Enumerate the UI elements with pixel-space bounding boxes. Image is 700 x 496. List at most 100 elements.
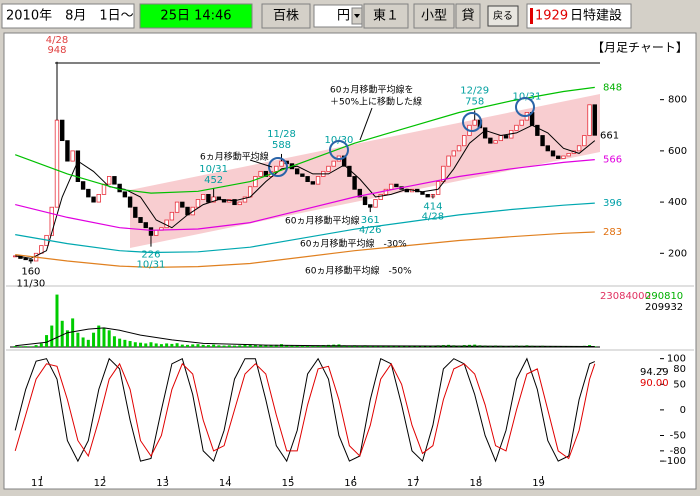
y-tick-label: -100 — [663, 456, 686, 467]
volume-bar — [180, 344, 184, 347]
candle — [138, 217, 143, 223]
end-value-label: 566 — [603, 155, 622, 166]
y-tick-label: 50 — [673, 379, 686, 390]
candle — [274, 165, 279, 172]
candle — [54, 119, 60, 208]
y-tick-label: 100 — [667, 354, 686, 365]
point-date: 12/29 — [460, 85, 489, 96]
candle — [49, 206, 54, 236]
point-value: 414 — [423, 202, 442, 213]
point-value: 452 — [204, 175, 223, 186]
x-tick-label: 17 — [407, 478, 420, 489]
unit-box — [261, 3, 311, 29]
x-tick-label: 14 — [219, 478, 232, 489]
lending: 貸 — [461, 8, 474, 24]
candle — [23, 258, 28, 261]
date-to-box[interactable] — [139, 3, 253, 29]
volume-bar — [60, 320, 64, 347]
candle — [315, 176, 321, 185]
candle — [540, 135, 545, 147]
volume-bar — [191, 344, 195, 347]
x-tick-label: 19 — [532, 478, 545, 489]
candle — [91, 196, 96, 203]
series-line — [15, 231, 595, 269]
series-label: ＋50%上に移動した線 — [330, 96, 422, 108]
series-label: 60ヵ月移動平均線 -30% — [300, 238, 407, 250]
candle — [488, 137, 493, 144]
volume-bar — [34, 345, 38, 347]
end-value-label: 396 — [603, 198, 622, 209]
candle — [200, 194, 206, 200]
candle — [592, 104, 597, 136]
volume-bar — [50, 325, 54, 347]
series-line — [15, 202, 595, 254]
oscillator-label: 94.29 — [640, 367, 669, 378]
volume-bar — [259, 344, 263, 347]
point-value: 361 — [361, 215, 380, 226]
candle — [352, 176, 357, 190]
y-tick-label: 400 — [668, 197, 687, 208]
candle — [566, 153, 571, 157]
volume-bar — [76, 332, 80, 347]
candle — [253, 176, 258, 188]
volume-bar — [300, 345, 304, 347]
series-label: 60ヵ月移動平均線 — [285, 215, 359, 227]
oscillator-label: 90.00 — [640, 378, 669, 389]
volume-bar — [123, 339, 127, 347]
point-date: 4/28 — [46, 35, 68, 46]
volume-bar — [18, 346, 22, 347]
date-to: 25日 14:46 — [160, 9, 231, 24]
candle — [472, 119, 477, 126]
candle — [362, 196, 368, 206]
candle — [65, 140, 70, 162]
point-value: 226 — [141, 250, 160, 261]
volume-bar — [175, 343, 179, 347]
date-from: 2010年 8月 1日～ — [6, 9, 134, 24]
y-tick-label: 200 — [668, 248, 687, 259]
volume-bar — [128, 341, 132, 347]
volume-bar — [394, 346, 398, 347]
volume-bar — [112, 336, 116, 347]
candle — [305, 176, 310, 183]
candle — [242, 196, 248, 203]
volume-bar — [243, 344, 247, 347]
candle — [174, 201, 180, 213]
candle — [482, 127, 488, 139]
volume-bar — [248, 344, 252, 347]
point-date: 11/30 — [16, 279, 45, 290]
candle — [164, 219, 169, 229]
candle — [498, 135, 503, 142]
volume-bar — [238, 345, 242, 347]
point-value: 588 — [272, 140, 291, 151]
volume-ma-label: 209932 — [645, 302, 683, 313]
volume-bar — [24, 346, 28, 347]
point-date: 4/26 — [359, 225, 381, 236]
candle — [535, 124, 540, 136]
y-tick-label: 80 — [673, 364, 686, 375]
back-button[interactable] — [487, 5, 519, 27]
volume-bar — [253, 344, 257, 347]
volume-bar — [13, 346, 17, 347]
candle — [451, 150, 457, 157]
series-label: 60ヵ月移動平均線を — [330, 84, 413, 96]
stock-code: 1929 — [535, 9, 568, 24]
date-from-box[interactable] — [1, 3, 135, 29]
candle — [587, 104, 592, 136]
x-tick-label: 12 — [94, 478, 107, 489]
volume-bar — [196, 344, 200, 347]
candle — [86, 188, 91, 198]
candle — [331, 160, 336, 167]
volume-bar — [97, 325, 101, 347]
x-tick-label: 13 — [156, 478, 169, 489]
volume-bar — [379, 345, 383, 347]
volume-bar — [55, 294, 59, 347]
candle — [169, 211, 175, 221]
candle — [127, 196, 133, 208]
candle — [153, 229, 159, 236]
volume-bar — [227, 345, 231, 347]
y-tick-label: 600 — [668, 146, 687, 157]
volume-bar — [39, 343, 43, 347]
series-line — [14, 86, 595, 194]
volume-bar — [81, 337, 85, 347]
